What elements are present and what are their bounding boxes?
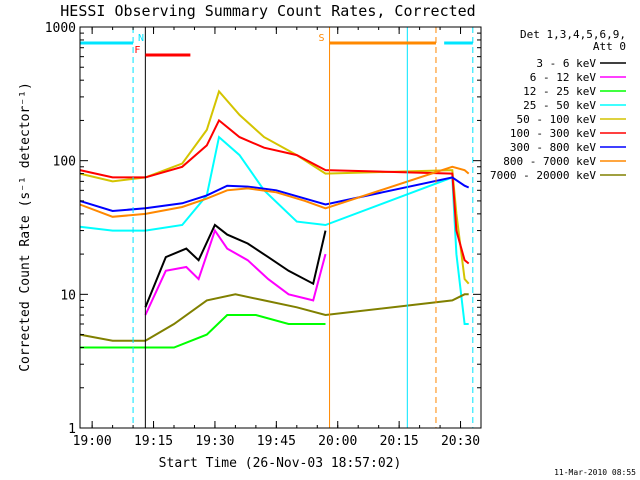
- y-axis-label: Corrected Count Rate (s⁻¹ detector⁻¹): [18, 82, 33, 372]
- flag-label-2: S: [319, 33, 325, 44]
- legend-title-line-1: Det 1,3,4,5,6,9,: [520, 28, 626, 41]
- plot-frame: [79, 26, 482, 429]
- series-layer: [79, 89, 470, 349]
- chart-title: HESSI Observing Summary Count Rates, Cor…: [60, 2, 475, 20]
- x-tick-label-4: 20:00: [318, 434, 357, 449]
- footer-timestamp: 11-Mar-2010 08:55: [554, 468, 636, 477]
- legend-label-3: 25 - 50 keV: [523, 99, 596, 112]
- legend-label-7: 800 - 7000 keV: [503, 155, 596, 168]
- legend-label-6: 300 - 800 keV: [510, 141, 596, 154]
- series-line-8: [79, 293, 469, 342]
- series-line-4: [79, 89, 470, 285]
- legend-label-4: 50 - 100 keV: [517, 113, 597, 126]
- flag-label-0: N: [138, 33, 144, 44]
- series-line-3: [79, 135, 469, 325]
- x-tick-label-1: 19:15: [134, 434, 173, 449]
- y-tick-label-3: 1000: [45, 21, 76, 36]
- legend-label-0: 3 - 6 keV: [536, 57, 596, 70]
- legend-label-2: 12 - 25 keV: [523, 85, 596, 98]
- legend-label-5: 100 - 300 keV: [510, 127, 596, 140]
- x-tick-label-5: 20:15: [380, 434, 419, 449]
- legend-label-1: 6 - 12 keV: [530, 71, 597, 84]
- x-tick-label-3: 19:45: [257, 434, 296, 449]
- series-line-2: [79, 314, 326, 349]
- series-line-1: [144, 228, 327, 316]
- legend-label-8: 7000 - 20000 keV: [490, 169, 596, 182]
- series-line-0: [144, 223, 327, 308]
- axis-layer: 19:00 19:15 19:30 19:45 20:00 20:15 20:30 1 10 10…: [45, 21, 482, 449]
- x-tick-label-0: 19:00: [73, 434, 112, 449]
- x-axis-label: Start Time (26-Nov-03 18:57:02): [159, 456, 402, 471]
- x-tick-label-6: 20:30: [441, 434, 480, 449]
- x-tick-label-2: 19:30: [195, 434, 234, 449]
- y-tick-label-0: 1: [68, 422, 76, 437]
- y-tick-label-1: 10: [60, 288, 76, 303]
- marker-layer: [132, 27, 474, 428]
- flag-layer: NF S: [79, 33, 473, 57]
- legend-title-line-2: Att 0: [593, 40, 626, 53]
- flag-label-1: F: [134, 45, 140, 56]
- y-tick-label-2: 100: [53, 155, 76, 170]
- series-line-5: [79, 118, 470, 265]
